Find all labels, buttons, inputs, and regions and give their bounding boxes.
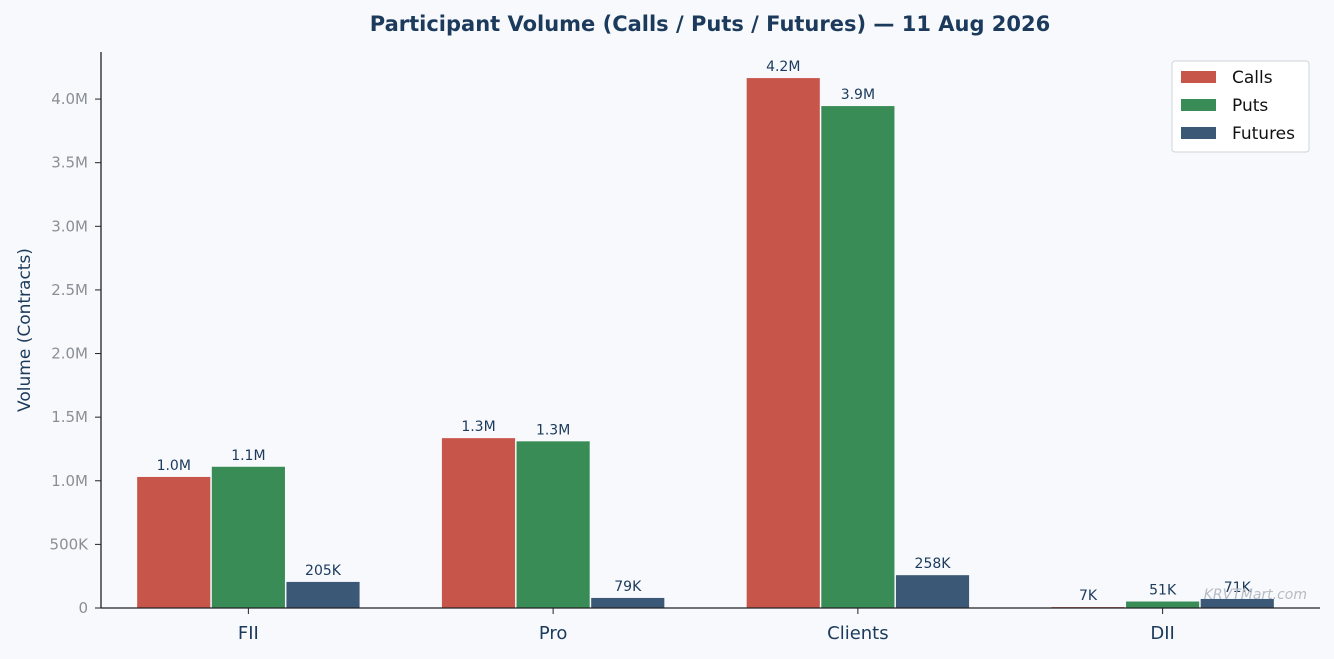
y-tick-label: 4.0M — [51, 90, 88, 108]
data-label: 79K — [614, 579, 642, 595]
data-label: 258K — [915, 556, 952, 572]
y-tick-label: 1.5M — [51, 408, 88, 426]
bar-calls-clients — [746, 78, 820, 608]
y-tick-label: 2.5M — [51, 281, 88, 299]
y-axis-ticks: 0 500K 1.0M 1.5M 2.0M 2.5M 3.0M 3.5M 4.0M — [50, 90, 101, 617]
bar-puts-dii — [1126, 601, 1200, 608]
legend-swatch-calls — [1181, 71, 1216, 83]
x-tick-label: FII — [238, 623, 259, 644]
x-tick-label: Pro — [539, 623, 568, 644]
data-label: 4.2M — [766, 59, 800, 75]
bar-futures-clients — [895, 575, 970, 608]
y-tick-label: 1.0M — [51, 472, 88, 490]
data-label: 71K — [1224, 580, 1252, 596]
y-tick-label: 2.0M — [51, 345, 88, 363]
data-label: 1.3M — [536, 422, 570, 438]
legend-label-puts: Puts — [1232, 96, 1268, 116]
x-axis-ticks: FII Pro Clients DII — [238, 608, 1175, 644]
data-label: 51K — [1149, 583, 1177, 599]
data-label: 7K — [1079, 588, 1098, 604]
data-label: 205K — [305, 563, 342, 579]
x-tick-label: DII — [1150, 623, 1174, 644]
x-tick-label: Clients — [827, 623, 889, 644]
bar-puts-fii — [211, 466, 285, 608]
watermark: KRVTMart.com — [1204, 587, 1307, 603]
chart-title: Participant Volume (Calls / Puts / Futur… — [370, 12, 1050, 36]
bar-futures-dii — [1200, 598, 1274, 608]
y-tick-label: 3.0M — [51, 217, 88, 235]
data-label: 1.0M — [157, 458, 191, 474]
bar-futures-fii — [286, 581, 360, 608]
y-tick-label: 3.5M — [51, 154, 88, 172]
legend-label-calls: Calls — [1232, 68, 1273, 88]
bar-calls-fii — [137, 476, 211, 608]
data-label: 1.3M — [461, 419, 495, 435]
data-label: 3.9M — [841, 87, 875, 103]
bar-calls-pro — [441, 438, 516, 608]
legend-swatch-puts — [1181, 99, 1216, 111]
data-label: 1.1M — [231, 448, 265, 464]
legend-swatch-futures — [1181, 127, 1216, 139]
data-labels: 1.0M 1.1M 205K 1.3M 1.3M 79K 4.2M 3.9M 258K 7K 51K… — [157, 59, 1252, 604]
y-tick-label: 500K — [50, 535, 90, 553]
legend: Calls Puts Futures — [1171, 60, 1310, 153]
bar-puts-clients — [821, 106, 895, 608]
y-axis-label: Volume (Contracts) — [15, 248, 35, 412]
y-tick-label: 0 — [78, 599, 88, 617]
bar-puts-pro — [516, 441, 590, 608]
bar-futures-pro — [591, 597, 665, 608]
legend-label-futures: Futures — [1232, 124, 1295, 144]
bars — [137, 78, 1274, 608]
